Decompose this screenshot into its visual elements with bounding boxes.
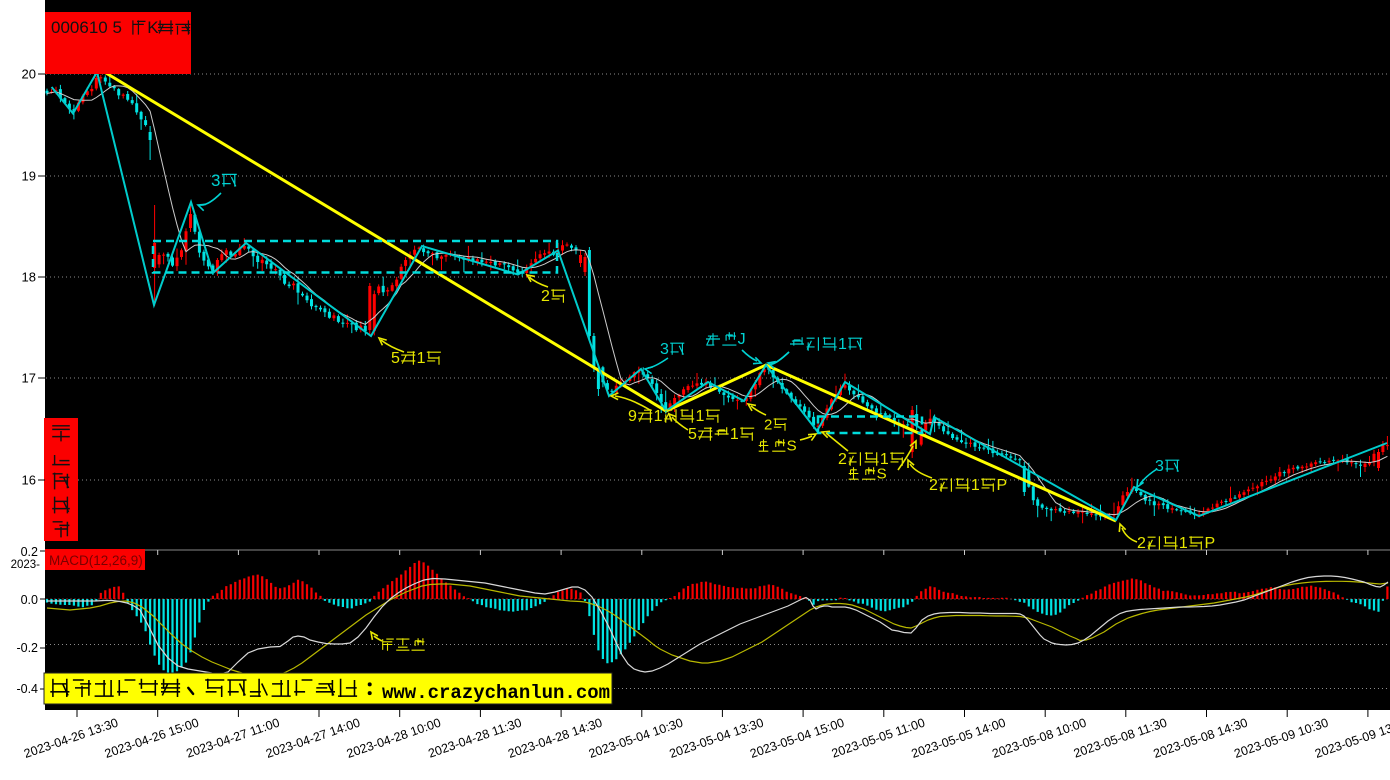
svg-text:2: 2 xyxy=(1137,535,1146,552)
svg-text:1: 1 xyxy=(730,426,739,443)
svg-text:20: 20 xyxy=(22,67,36,82)
svg-text:2: 2 xyxy=(541,288,550,305)
svg-text:9: 9 xyxy=(628,408,637,425)
svg-text:16: 16 xyxy=(22,473,36,488)
svg-text:P: P xyxy=(997,477,1008,494)
svg-text:1: 1 xyxy=(838,336,847,353)
svg-text:1: 1 xyxy=(696,408,705,425)
svg-text:J: J xyxy=(738,331,746,348)
svg-text:5: 5 xyxy=(688,426,697,443)
svg-text:18: 18 xyxy=(22,270,36,285)
svg-text:1: 1 xyxy=(880,451,889,468)
svg-text:1: 1 xyxy=(654,408,663,425)
svg-text:3: 3 xyxy=(211,171,220,190)
svg-text:17: 17 xyxy=(22,371,36,386)
svg-text:P: P xyxy=(1205,535,1216,552)
svg-text:2: 2 xyxy=(838,451,847,468)
svg-text:-0.4: -0.4 xyxy=(16,682,38,696)
svg-text:www.crazychanlun.com: www.crazychanlun.com xyxy=(382,682,610,704)
svg-text:5: 5 xyxy=(391,350,400,367)
svg-text:S: S xyxy=(877,465,887,482)
svg-text:-0.2: -0.2 xyxy=(16,641,38,655)
svg-text:2: 2 xyxy=(764,416,772,433)
svg-text:000610 5: 000610 5 xyxy=(51,18,122,37)
svg-text:19: 19 xyxy=(22,169,36,184)
svg-text:1: 1 xyxy=(971,477,980,494)
svg-text:S: S xyxy=(787,437,797,454)
svg-text:3: 3 xyxy=(1155,458,1164,475)
svg-text:1: 1 xyxy=(1179,535,1188,552)
svg-text:3: 3 xyxy=(660,341,669,358)
svg-text:0.0: 0.0 xyxy=(21,593,38,607)
svg-text:MACD(12,26,9): MACD(12,26,9) xyxy=(49,553,143,568)
svg-text:0.2: 0.2 xyxy=(21,545,38,559)
svg-text:2: 2 xyxy=(929,477,938,494)
svg-text:2023-: 2023- xyxy=(11,559,41,571)
svg-text:K: K xyxy=(147,18,159,37)
svg-text:1: 1 xyxy=(417,350,426,367)
